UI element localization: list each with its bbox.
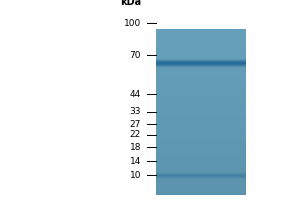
Text: 70: 70 — [130, 51, 141, 60]
Text: 22: 22 — [130, 130, 141, 139]
Text: 10: 10 — [130, 171, 141, 180]
Text: kDa: kDa — [120, 0, 141, 7]
Text: 100: 100 — [124, 19, 141, 28]
Text: 33: 33 — [130, 107, 141, 116]
Text: 27: 27 — [130, 120, 141, 129]
Text: 44: 44 — [130, 90, 141, 99]
Text: 14: 14 — [130, 157, 141, 166]
Text: 18: 18 — [130, 143, 141, 152]
